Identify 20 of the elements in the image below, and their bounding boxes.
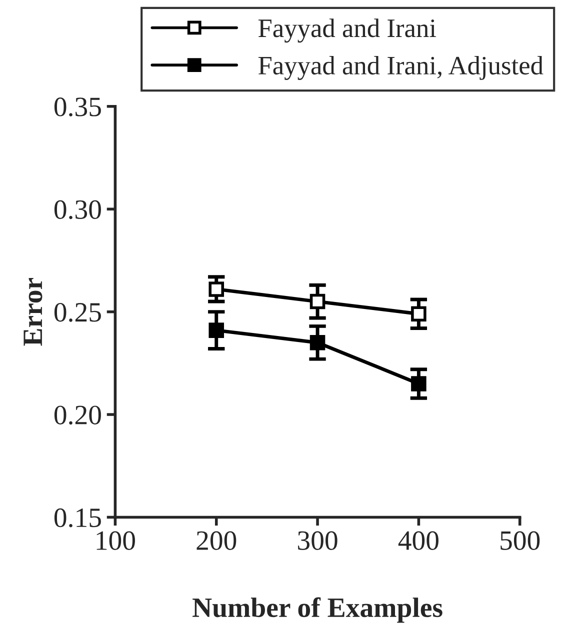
legend-label: Fayyad and Irani: [258, 18, 436, 43]
x-tick-label: 200: [196, 531, 236, 550]
x-tick-label: 300: [298, 531, 338, 550]
y-tick-label: 0.25: [54, 302, 101, 322]
legend-label: Fayyad and Irani, Adjusted: [258, 56, 544, 80]
y-axis-title: Error: [24, 278, 42, 346]
y-tick-label: 0.15: [54, 508, 101, 528]
point: [310, 334, 326, 350]
point: [208, 282, 224, 297]
point: [208, 322, 224, 338]
point: [310, 294, 326, 310]
y-tick-label: 0.20: [54, 406, 101, 425]
x-tick-label: 100: [96, 531, 135, 550]
y-tick-label: 0.30: [54, 200, 101, 220]
x-tick-label: 400: [398, 531, 438, 550]
point: [411, 376, 426, 392]
x-tick-label: 500: [500, 531, 540, 550]
point: [411, 306, 426, 322]
x-axis-title: Number of Examples: [192, 597, 442, 623]
y-tick-label: 0.35: [54, 98, 101, 116]
